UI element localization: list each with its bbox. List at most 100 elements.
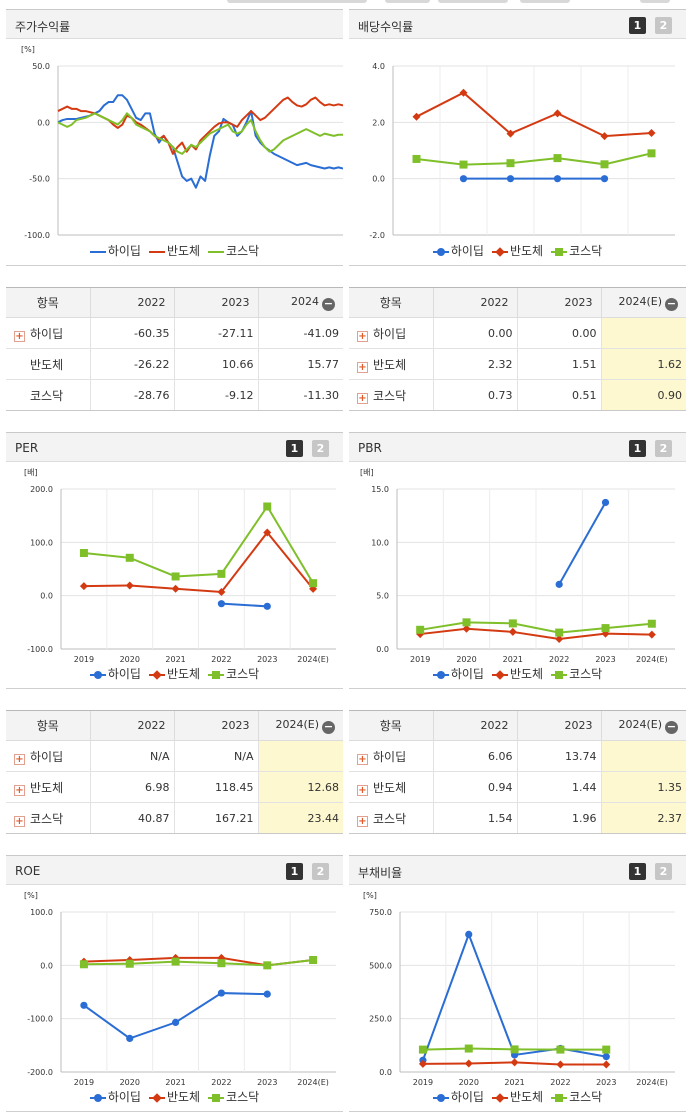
legend-item: 코스닥 <box>208 1088 259 1105</box>
legend-marker-icon <box>432 247 449 257</box>
roe-xtick-label: 2022 <box>211 1078 231 1086</box>
value-cell: 6.98 <box>89 771 174 803</box>
expand-icon[interactable]: + <box>357 361 368 373</box>
pbr-ytick-label: 0.0 <box>376 645 389 654</box>
expand-icon[interactable]: + <box>14 815 25 827</box>
expand-icon[interactable]: + <box>14 753 25 765</box>
pbr-panel-header: PBR 1 2 <box>349 432 686 462</box>
per-xtick-label: 2024(E) <box>297 655 329 663</box>
page-1-button[interactable]: 1 <box>629 440 646 457</box>
collapse-icon[interactable]: − <box>665 296 678 311</box>
legend-item: 코스닥 <box>551 242 602 259</box>
table-row: 반도체 -26.22 10.66 15.77 <box>6 348 343 380</box>
pbr-ytick-label: 10.0 <box>371 538 389 547</box>
collapse-icon[interactable]: − <box>322 719 335 734</box>
column-header-label: 2022 <box>137 296 166 309</box>
pbr-data-point <box>508 627 517 636</box>
value-cell: 0.94 <box>432 771 517 803</box>
dividend-data-point <box>506 129 515 138</box>
value-cell: -60.35 <box>89 317 174 349</box>
debt-xtick-label: 2021 <box>504 1078 524 1086</box>
roe-data-point <box>217 989 226 997</box>
page-2-button[interactable]: 2 <box>312 863 329 880</box>
column-header-label: 2024 <box>291 294 319 308</box>
row-name-cell: 반도체 <box>6 348 90 380</box>
collapse-icon[interactable]: − <box>665 719 678 734</box>
per-data-point <box>79 549 88 557</box>
return-ytick-label: 50.0 <box>32 62 50 71</box>
expand-icon[interactable]: + <box>14 784 25 796</box>
expand-icon[interactable]: + <box>357 753 368 765</box>
expand-icon[interactable]: + <box>357 330 368 342</box>
page-1-button[interactable]: 1 <box>286 863 303 880</box>
legend-label: 반도체 <box>509 667 544 681</box>
row-name-cell: + 반도체 <box>349 348 433 380</box>
legend-marker-icon <box>551 1093 568 1103</box>
legend-label: 반도체 <box>166 667 201 681</box>
top-tab-4[interactable] <box>520 0 570 3</box>
dividend-panel-title: 배당수익률 <box>358 20 414 34</box>
dividend-data-point <box>647 129 656 138</box>
expand-icon[interactable]: + <box>14 330 25 342</box>
per-data-point <box>125 553 134 562</box>
column-header-label: 항목 <box>379 296 402 310</box>
legend-marker-icon <box>432 670 449 680</box>
page-2-button[interactable]: 2 <box>655 17 672 34</box>
expand-icon[interactable]: + <box>357 815 368 827</box>
row-name-label: 반도체 <box>373 357 407 372</box>
value-cell: 1.96 <box>516 802 601 834</box>
dividend-data-point <box>600 175 609 183</box>
roe-panel-header: ROE 1 2 <box>6 855 343 885</box>
pbr-xtick-label: 2021 <box>503 655 523 663</box>
expand-icon[interactable]: + <box>357 784 368 796</box>
page-1-button[interactable]: 1 <box>629 17 646 34</box>
roe-ytick-label: -100.0 <box>27 1015 53 1024</box>
legend-label: 하이딥 <box>107 667 141 681</box>
row-name-cell: + 하이딥 <box>6 317 90 349</box>
debt-ytick-label: 250.0 <box>369 1015 392 1024</box>
per-data-point <box>309 579 318 588</box>
top-tab-2[interactable] <box>385 0 430 3</box>
pbr-data-point <box>462 624 471 633</box>
per-series-line <box>83 530 314 593</box>
value-cell: 40.87 <box>89 802 174 834</box>
roe-unit-label: [%] <box>24 891 38 900</box>
column-header: 2023 <box>173 287 258 318</box>
return-chart: [%]50.00.0-50.0-100.02020/12/302021/10/2… <box>21 45 343 240</box>
top-tab-1[interactable] <box>227 0 367 3</box>
per-series-line <box>83 504 314 584</box>
expand-icon[interactable]: + <box>357 392 368 404</box>
page-1-button[interactable]: 1 <box>286 440 303 457</box>
debt-chart: [%] 750.0 500.0 250.0 0.0 2019 2020 2021 2022 202… <box>363 891 675 1086</box>
value-cell: 15.77 <box>257 348 343 380</box>
value-cell <box>600 317 686 349</box>
row-name-cell: 코스닥 <box>6 379 90 411</box>
return-series-line <box>57 96 343 155</box>
table-row: + 하이딥 N/A N/A <box>6 740 343 772</box>
debt-data-point <box>556 1060 565 1069</box>
top-tab-5[interactable] <box>640 0 670 3</box>
page-1-button[interactable]: 1 <box>629 863 646 880</box>
debt-data-point <box>418 1059 427 1068</box>
roe-data-point <box>79 960 88 969</box>
collapse-icon[interactable]: − <box>322 296 335 311</box>
roe-data-point <box>125 959 134 968</box>
column-header: 2023 <box>516 287 601 318</box>
page-2-button[interactable]: 2 <box>655 863 672 880</box>
row-name-cell: + 반도체 <box>349 771 433 803</box>
dividend-series-line <box>416 152 652 166</box>
per-xtick-label: 2020 <box>120 655 140 663</box>
dividend-data-point <box>553 154 562 163</box>
dividend-data-point <box>459 88 468 97</box>
page-2-button[interactable]: 2 <box>655 440 672 457</box>
page-2-button[interactable]: 2 <box>312 440 329 457</box>
pbr-series-line <box>558 501 607 585</box>
pbr-legend: 하이딥 반도체 코스닥 <box>349 665 686 681</box>
column-header-label: 2023 <box>221 296 250 309</box>
value-cell: -9.12 <box>173 379 258 411</box>
row-name-label: 하이딥 <box>30 326 64 341</box>
top-tab-3[interactable] <box>438 0 508 3</box>
per-ytick-label: 0.0 <box>40 592 53 601</box>
pbr-panel-title: PBR <box>358 441 382 455</box>
table-row: + 하이딥 -60.35 -27.11 -41.09 <box>6 317 343 349</box>
